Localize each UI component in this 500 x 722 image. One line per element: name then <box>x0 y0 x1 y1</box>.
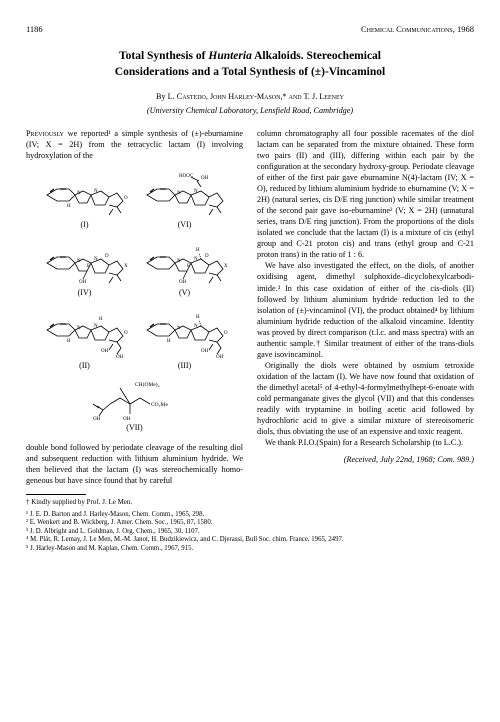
footnote-dagger: † Kindly supplied by Prof. J. Le Men. <box>26 498 474 507</box>
svg-text:N: N <box>177 259 181 264</box>
title-part-2: Considerations and a Total Synthesis of … <box>115 66 385 78</box>
affiliation: (University Chemical Laboratory, Lensfie… <box>26 105 474 116</box>
svg-text:N: N <box>77 191 81 196</box>
title-part-1b: Alkaloids. Stereochemical <box>252 50 381 62</box>
structure-V: N N X OH H D E (V) <box>139 235 231 299</box>
svg-text:OH: OH <box>79 280 87 285</box>
structure-VII: CH(OMe)₂ OH OH CO₂Me (VII) <box>26 376 243 434</box>
svg-text:O: O <box>124 196 128 201</box>
svg-text:OH: OH <box>93 417 101 422</box>
ref-4: ⁴ M. Plát, R. Lemay, J. Le Men, M.-M. Ja… <box>26 536 474 544</box>
journal-name: Chemical Communications, 1968 <box>361 24 474 35</box>
right-para-4: We thank P.I.O.(Spain) for a Research Sc… <box>257 437 474 448</box>
svg-text:N: N <box>194 257 198 262</box>
structure-svg-II: N N O OH OH H H <box>39 302 131 360</box>
structure-III: N N O OH OH H H (III) <box>139 302 231 372</box>
svg-text:X: X <box>124 264 128 269</box>
svg-text:N: N <box>177 326 181 331</box>
structure-svg-IV: N N X OH D E <box>39 235 131 287</box>
svg-text:O: O <box>124 331 128 336</box>
struct-label-III: (III) <box>178 361 191 372</box>
received-line: (Received, July 22nd, 1968; Com. 989.) <box>257 454 474 465</box>
structure-II: N N O OH OH H H (II) <box>39 302 131 372</box>
svg-text:H: H <box>67 339 71 344</box>
svg-text:OH: OH <box>123 417 131 422</box>
struct-label-II: (II) <box>79 361 90 372</box>
svg-text:HOOC: HOOC <box>179 174 194 179</box>
svg-text:N: N <box>94 189 98 194</box>
svg-text:CH(OMe)₂: CH(OMe)₂ <box>135 381 160 388</box>
struct-label-I: (I) <box>81 220 89 231</box>
svg-text:D: D <box>105 254 109 259</box>
ref-2: ² E. Wenkert and B. Wickberg, J. Amer. C… <box>26 519 474 527</box>
struct-label-V: (V) <box>179 288 190 299</box>
left-para-1: Previously we reported¹ a simple synthes… <box>26 128 243 161</box>
svg-text:H: H <box>196 315 200 320</box>
authors-names: L. Castedo, John Harley-Mason,* and T. J… <box>168 92 344 101</box>
svg-text:D: D <box>205 254 209 259</box>
title-part-1: Total Synthesis of <box>119 50 208 62</box>
svg-text:N: N <box>94 257 98 262</box>
svg-text:O: O <box>224 331 228 336</box>
svg-text:N: N <box>77 326 81 331</box>
svg-text:N: N <box>94 324 98 329</box>
right-para-1: column chromatography all four possible … <box>257 128 474 261</box>
svg-text:N: N <box>177 191 181 196</box>
svg-text:X: X <box>224 264 228 269</box>
svg-text:OH: OH <box>101 349 109 354</box>
svg-text:N: N <box>194 189 198 194</box>
left-column: Previously we reported¹ a simple synthes… <box>26 128 243 487</box>
structure-grid: N N O H (I) <box>26 167 243 434</box>
right-para-3: Originally the diols were obtained by os… <box>257 360 474 437</box>
struct-label-VI: (VI) <box>178 220 192 231</box>
structure-svg-VI: N N HOOC OH <box>139 167 231 219</box>
svg-text:N: N <box>194 324 198 329</box>
struct-label-VII: (VII) <box>126 423 142 434</box>
authors-line: By L. Castedo, John Harley-Mason,* and T… <box>26 91 474 102</box>
svg-text:H: H <box>67 204 71 209</box>
structure-svg-V: N N X OH H D E <box>139 235 231 287</box>
svg-text:OH: OH <box>216 355 224 360</box>
svg-text:OH: OH <box>179 280 187 285</box>
svg-text:N: N <box>77 259 81 264</box>
references-block: ¹ J. E. D. Barton and J. Harley-Mason, C… <box>26 511 474 553</box>
svg-text:E: E <box>187 264 190 269</box>
structure-VI: N N HOOC OH (VI) <box>139 167 231 231</box>
svg-text:E: E <box>87 264 90 269</box>
page-number: 1186 <box>26 24 43 35</box>
structure-I: N N O H (I) <box>39 167 131 231</box>
svg-text:OH: OH <box>116 355 124 360</box>
right-column: column chromatography all four possible … <box>257 128 474 487</box>
svg-text:H: H <box>196 248 200 253</box>
article-title: Total Synthesis of Hunteria Alkaloids. S… <box>26 49 474 80</box>
svg-text:H: H <box>167 339 171 344</box>
previously-sc: Previously <box>26 129 64 138</box>
structure-IV: N N X OH D E (IV) <box>39 235 131 299</box>
structure-svg-VII: CH(OMe)₂ OH OH CO₂Me <box>75 376 195 422</box>
svg-text:OH: OH <box>201 176 209 181</box>
right-para-2: We have also investigated the effect, on… <box>257 260 474 360</box>
authors-by: By <box>156 92 168 101</box>
structure-svg-I: N N O H <box>39 167 131 219</box>
title-italic: Hunteria <box>208 50 251 62</box>
svg-text:H: H <box>99 317 103 322</box>
svg-text:CO₂Me: CO₂Me <box>151 402 168 408</box>
footnote-separator <box>26 494 86 495</box>
svg-text:OH: OH <box>201 349 209 354</box>
struct-label-IV: (IV) <box>78 288 92 299</box>
ref-1: ¹ J. E. D. Barton and J. Harley-Mason, C… <box>26 511 474 519</box>
ref-5: ⁵ J. Harley-Mason and M. Kaplan, Chem. C… <box>26 545 474 553</box>
left-para-2: double bond followed by periodate cleava… <box>26 442 243 486</box>
structure-svg-III: N N O OH OH H H <box>139 302 231 360</box>
ref-3: ³ J. D. Albright and L. Goldman, J. Org.… <box>26 528 474 536</box>
